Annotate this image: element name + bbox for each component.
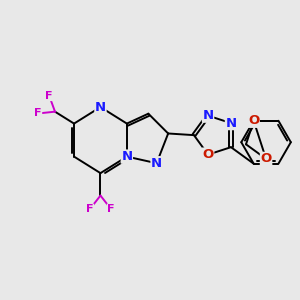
- Text: N: N: [151, 157, 162, 170]
- Text: F: F: [34, 109, 42, 118]
- Text: N: N: [225, 117, 236, 130]
- Text: O: O: [248, 114, 259, 127]
- Text: O: O: [202, 148, 214, 161]
- Text: N: N: [121, 150, 132, 163]
- Text: N: N: [202, 109, 214, 122]
- Text: F: F: [86, 204, 94, 214]
- Text: O: O: [260, 152, 272, 165]
- Text: F: F: [107, 204, 115, 214]
- Text: F: F: [45, 91, 53, 100]
- Text: N: N: [95, 100, 106, 114]
